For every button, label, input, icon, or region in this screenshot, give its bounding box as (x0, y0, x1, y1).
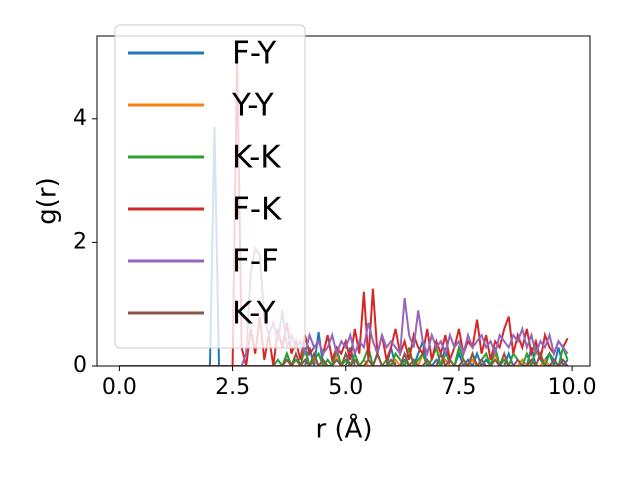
y-tick-label: 0 (73, 353, 87, 378)
ticks: 0.0 2.5 5.0 7.5 10.0 0 2 4 (73, 106, 597, 400)
series-line (119, 56, 569, 366)
x-tick-label: 2.5 (215, 375, 250, 400)
axes-frame (96, 35, 591, 367)
x-axis-label: r (Å) (315, 413, 372, 445)
y-axis-label: g(r) (33, 177, 63, 224)
legend-label: Y-Y (231, 88, 274, 124)
legend-box (114, 24, 306, 349)
legend-label: K-K (232, 140, 281, 176)
legend-label: K-Y (232, 296, 276, 332)
x-tick-label: 7.5 (441, 375, 476, 400)
series-line (119, 344, 569, 366)
x-tick-label: 10.0 (548, 375, 597, 400)
y-tick-label: 2 (73, 229, 87, 254)
x-tick-label: 0.0 (102, 375, 137, 400)
y-tick-label: 4 (73, 106, 87, 131)
series-line (119, 246, 569, 366)
legend-label: F-Y (232, 36, 276, 72)
legend-label: F-F (232, 244, 279, 280)
plot-area (119, 56, 569, 366)
legend-label: F-K (232, 192, 282, 228)
x-tick-label: 5.0 (328, 375, 363, 400)
legend: F-Y Y-Y K-K F-K F-F K-Y (114, 24, 306, 349)
series-line (119, 350, 569, 366)
